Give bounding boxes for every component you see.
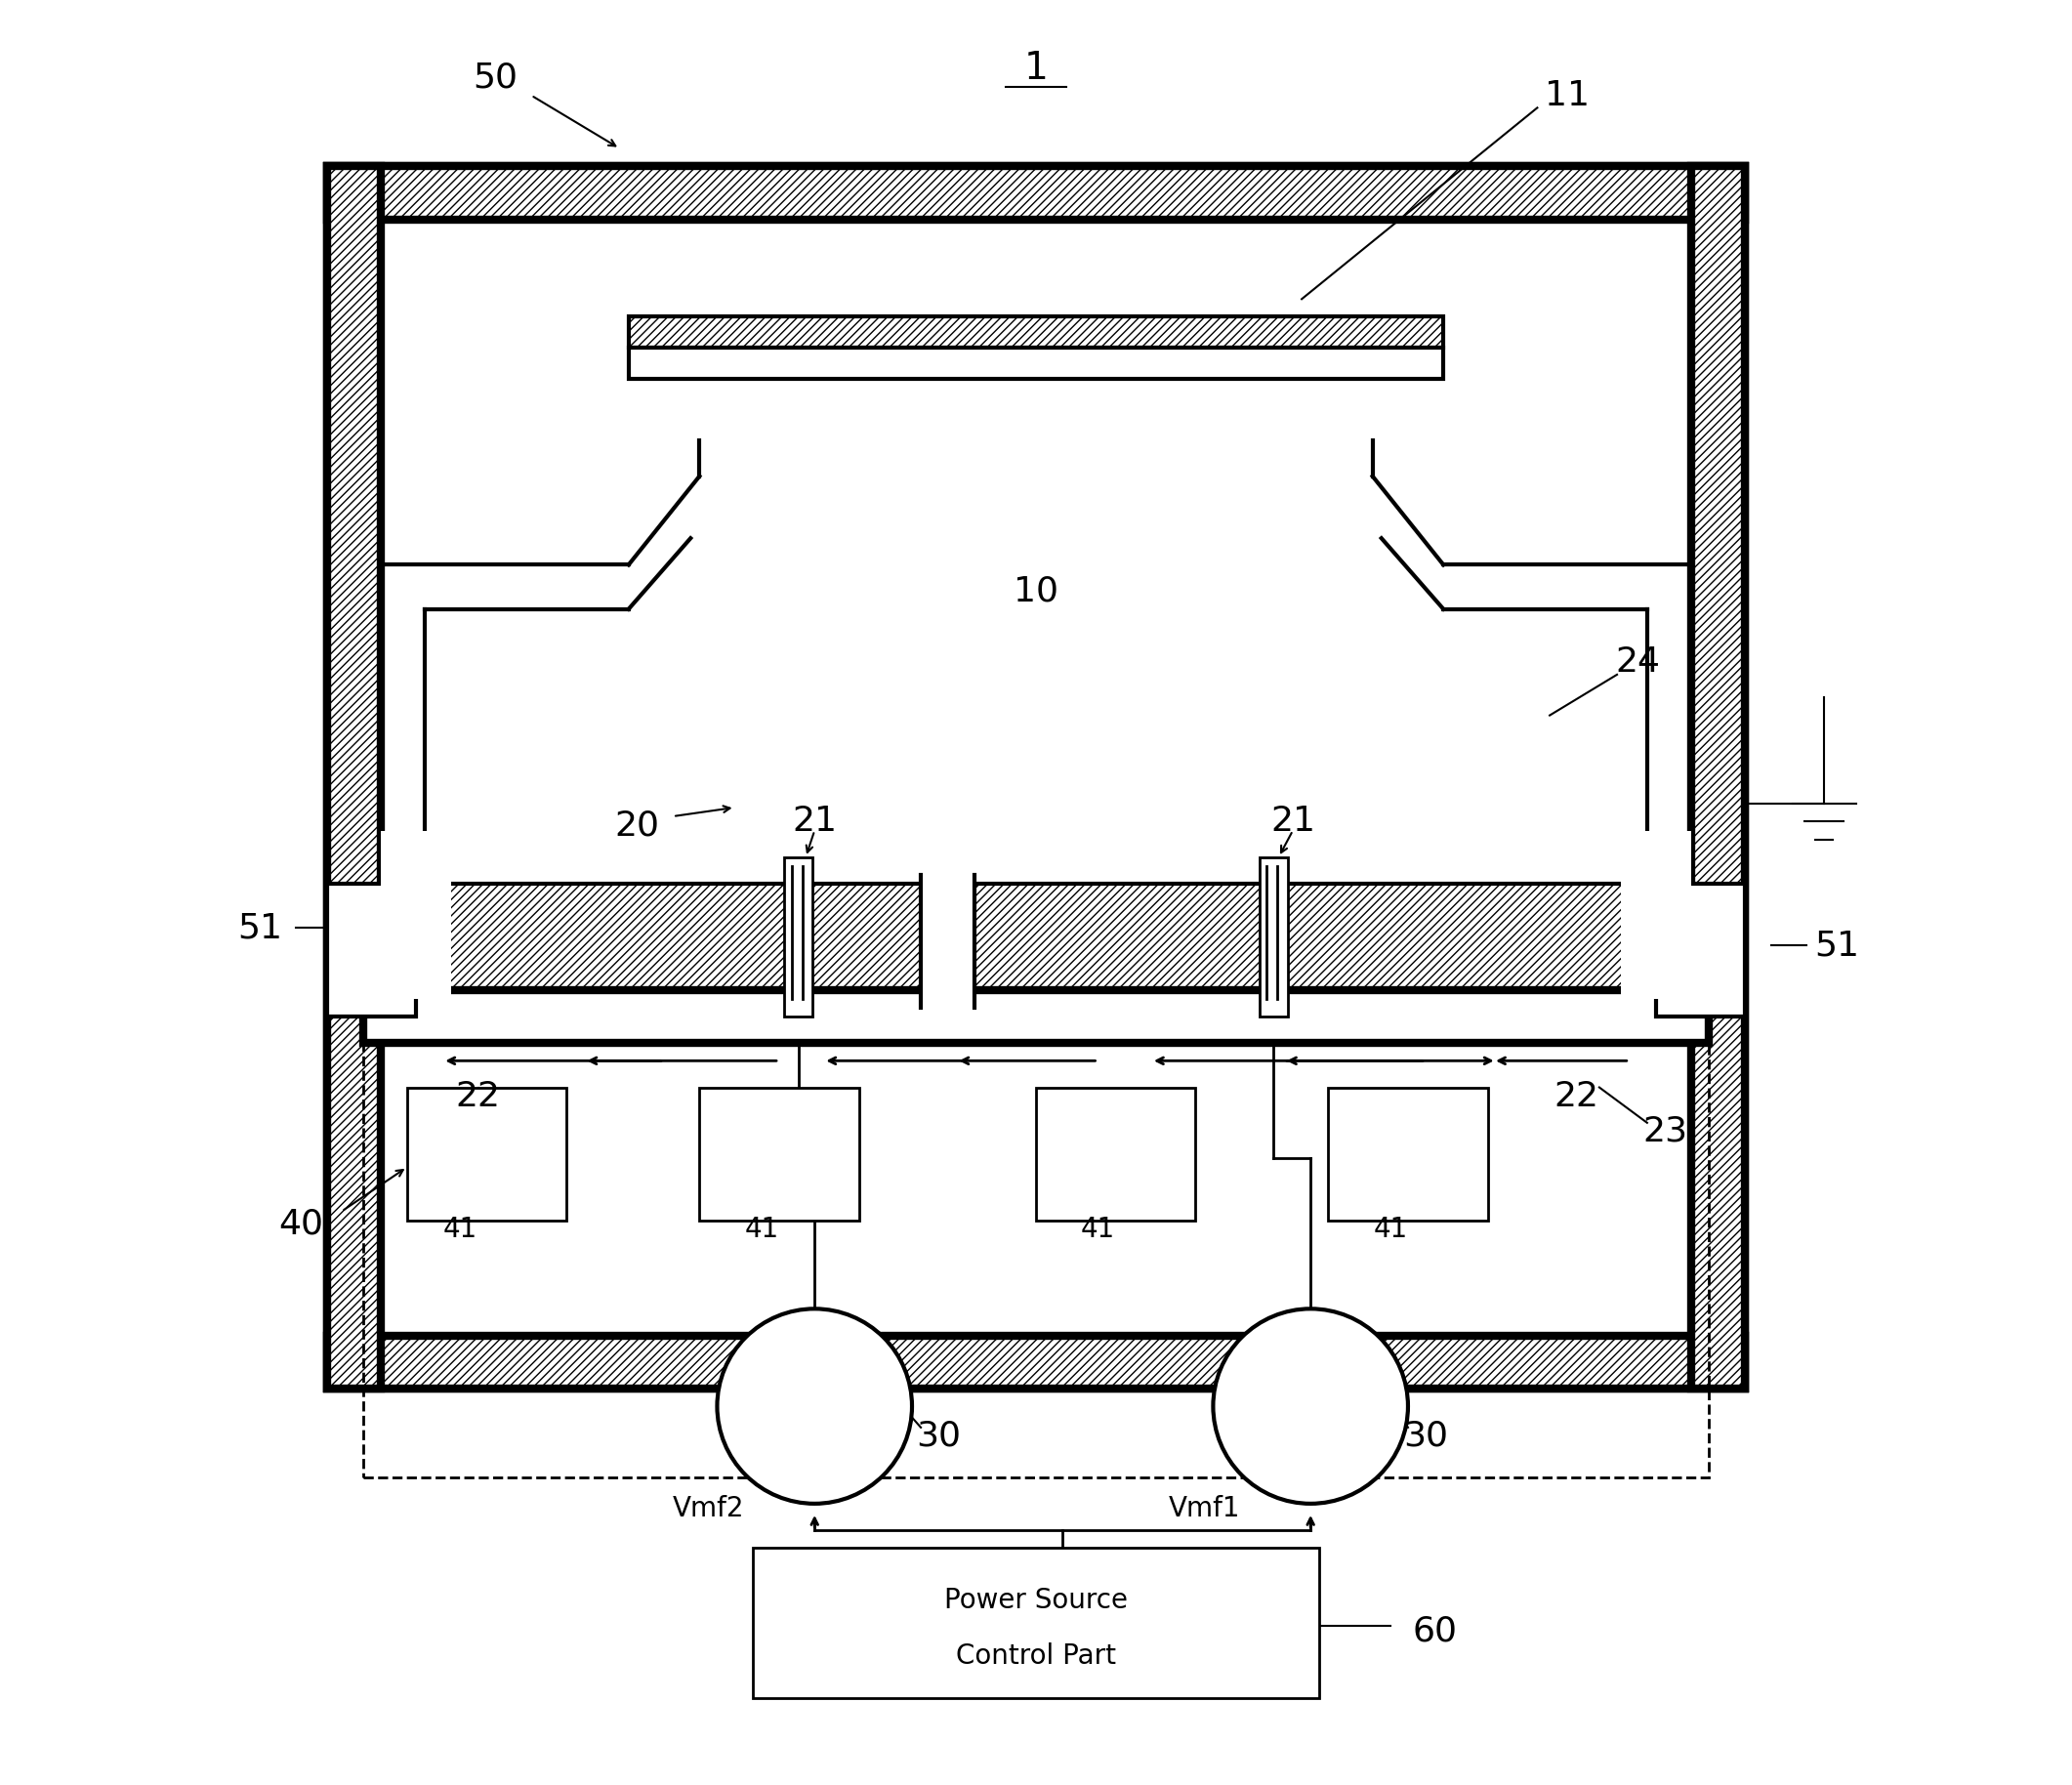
Text: 10: 10: [1013, 575, 1059, 609]
Bar: [363, 1016, 1709, 1476]
Text: 51: 51: [238, 912, 282, 944]
Text: 41: 41: [1082, 1216, 1115, 1242]
Text: 1: 1: [1024, 50, 1048, 87]
Text: 60: 60: [1413, 1615, 1457, 1648]
Text: 22: 22: [1554, 1080, 1600, 1112]
Bar: [1691, 166, 1745, 1389]
Text: AC: AC: [792, 1392, 837, 1421]
Text: 11: 11: [1546, 79, 1589, 112]
Bar: [920, 875, 974, 1009]
Text: 21: 21: [1270, 805, 1316, 839]
Bar: [1036, 1087, 1196, 1221]
Bar: [408, 1087, 566, 1221]
Text: 30: 30: [1403, 1419, 1448, 1453]
Text: AC: AC: [1289, 1392, 1332, 1421]
Bar: [628, 348, 1444, 378]
Text: Control Part: Control Part: [955, 1642, 1117, 1671]
Text: 22: 22: [456, 1080, 501, 1112]
Bar: [381, 830, 452, 1000]
Bar: [628, 316, 1444, 348]
Bar: [327, 166, 1745, 220]
Text: 50: 50: [472, 61, 518, 95]
Text: Vmf2: Vmf2: [673, 1496, 744, 1523]
Text: 51: 51: [1815, 928, 1859, 962]
Text: Power Source: Power Source: [945, 1587, 1127, 1614]
Text: 20: 20: [615, 809, 659, 843]
Text: 23: 23: [1643, 1116, 1687, 1148]
Bar: [1656, 884, 1745, 1016]
Text: 41: 41: [1374, 1216, 1407, 1242]
Bar: [327, 166, 1745, 1389]
Bar: [1620, 830, 1691, 1000]
Text: Vmf1: Vmf1: [1169, 1496, 1241, 1523]
Text: 40: 40: [278, 1207, 323, 1241]
Bar: [327, 1335, 1745, 1389]
Text: 24: 24: [1616, 646, 1662, 678]
Bar: [785, 857, 812, 1016]
Text: 41: 41: [744, 1216, 779, 1242]
Bar: [398, 884, 1674, 1000]
Text: 30: 30: [916, 1419, 961, 1453]
Bar: [752, 1548, 1320, 1699]
Bar: [1260, 857, 1287, 1016]
Bar: [363, 991, 1709, 1042]
Bar: [327, 166, 381, 1389]
Text: 41: 41: [443, 1216, 477, 1242]
Bar: [1328, 1087, 1488, 1221]
Circle shape: [1212, 1308, 1409, 1503]
Text: 21: 21: [792, 805, 837, 839]
Circle shape: [717, 1308, 912, 1503]
Bar: [700, 1087, 860, 1221]
Bar: [327, 884, 416, 1016]
